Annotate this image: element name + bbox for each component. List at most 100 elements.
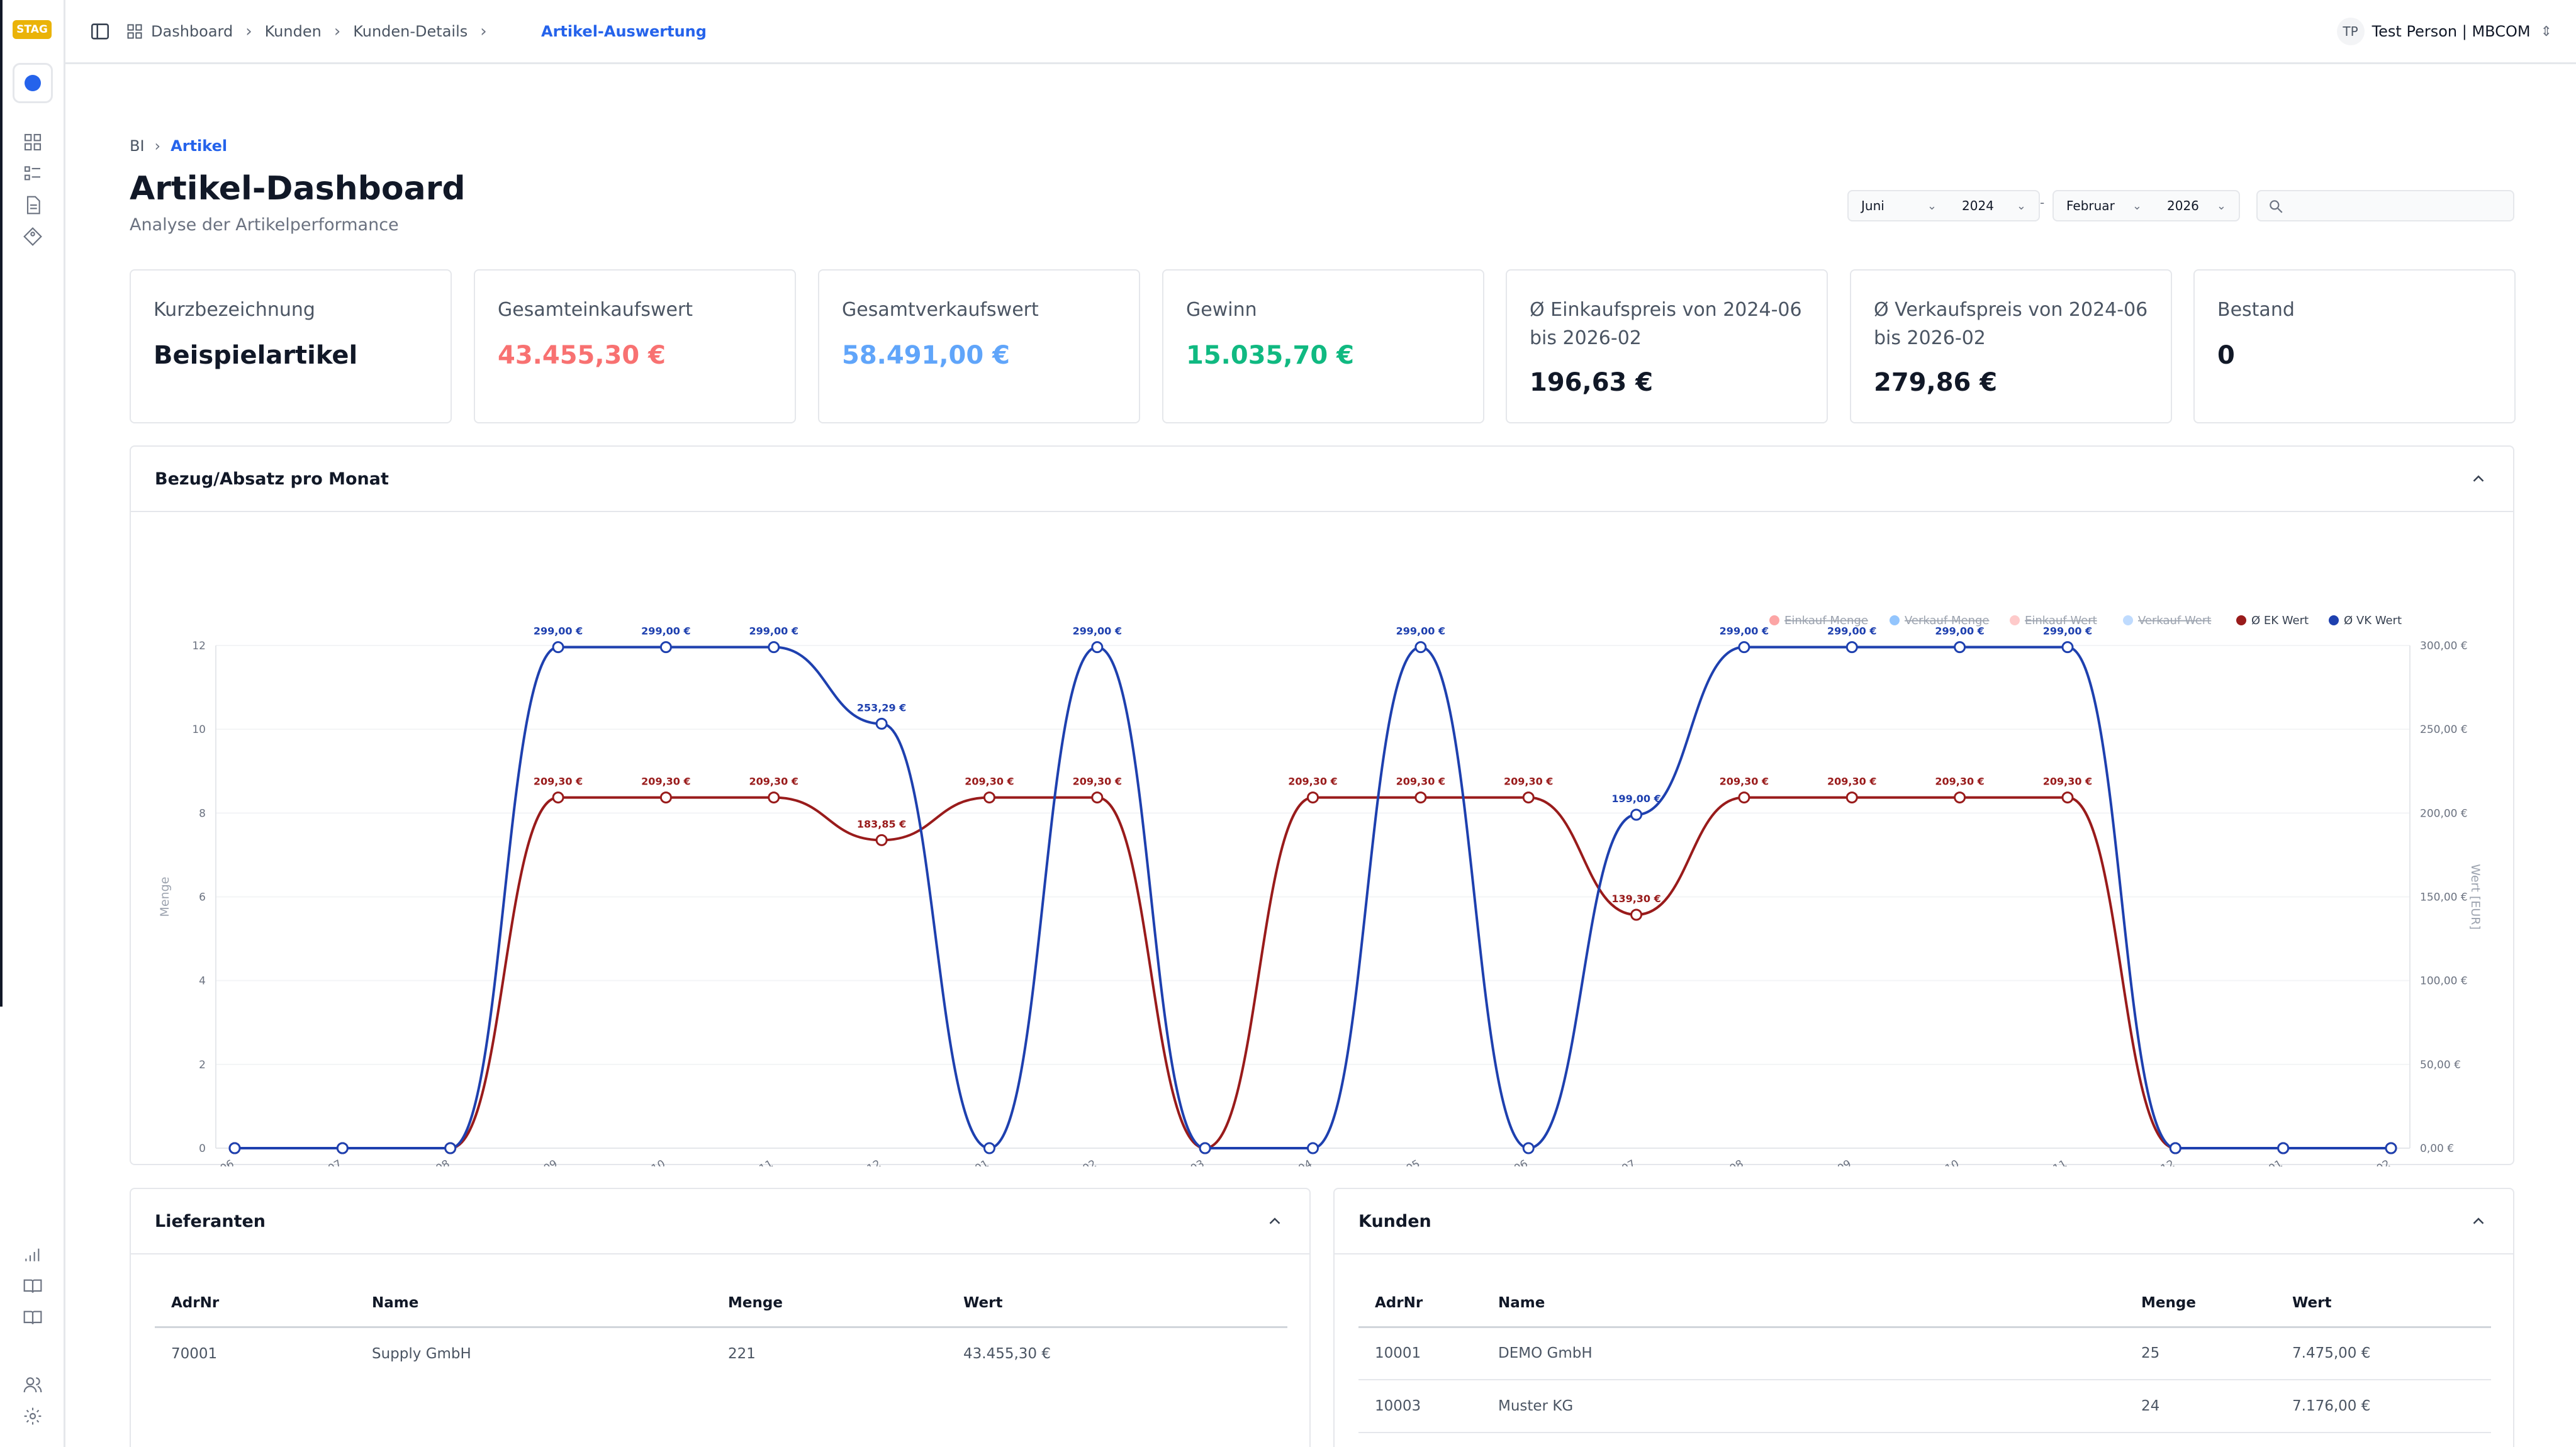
data-label: 209,30 € — [1073, 776, 1122, 788]
chevron-right-icon: › — [333, 22, 341, 41]
col-adrnr[interactable]: AdrNr — [155, 1280, 372, 1328]
grid-icon[interactable] — [23, 132, 43, 152]
kpi-value: 0 — [2217, 341, 2235, 370]
col-menge[interactable]: Menge — [2141, 1280, 2292, 1328]
table-row[interactable]: 10003 Muster KG 24 7.176,00 € — [1358, 1380, 2491, 1433]
cell-wert: 43.455,30 € — [963, 1345, 1051, 1362]
data-point — [2277, 1142, 2290, 1154]
col-name[interactable]: Name — [372, 1280, 728, 1328]
data-point — [875, 834, 888, 846]
legend-swatch — [1890, 615, 1900, 625]
x-tick-label: 2026-02 — [2348, 1158, 2393, 1166]
dashboard-icon — [127, 24, 142, 39]
breadcrumb-dashboard[interactable]: Dashboard — [151, 23, 233, 40]
y-tick-label: 6 — [199, 891, 206, 904]
cell-adrnr: 10001 — [1358, 1327, 1498, 1380]
y2-tick-label: 150,00 € — [2420, 891, 2468, 904]
y2-tick-label: 300,00 € — [2420, 640, 2468, 652]
data-label: 183,85 € — [857, 818, 906, 830]
col-wert[interactable]: Wert — [963, 1280, 1287, 1328]
crumb-artikel: Artikel — [171, 137, 228, 155]
col-adrnr[interactable]: AdrNr — [1358, 1280, 1498, 1328]
document-icon[interactable] — [23, 195, 43, 215]
home-button[interactable] — [13, 63, 53, 103]
data-point — [983, 1142, 995, 1154]
from-year-select[interactable]: 2024 ⌄ — [1949, 191, 2039, 220]
kpi-value: 279,86 € — [1874, 368, 1998, 397]
col-wert[interactable]: Wert — [2292, 1280, 2491, 1328]
chevron-up-icon[interactable] — [1265, 1212, 1284, 1231]
x-tick-label: 2024-12 — [838, 1158, 883, 1166]
book-open-icon[interactable] — [23, 1307, 43, 1327]
data-point — [1091, 641, 1104, 654]
table-row[interactable]: 10001 DEMO GmbH 25 7.475,00 € — [1358, 1327, 2491, 1380]
data-point — [2061, 791, 2074, 804]
chevron-up-icon[interactable] — [2469, 1212, 2488, 1231]
chevron-right-icon: › — [245, 22, 252, 41]
data-point — [659, 791, 672, 804]
x-tick-label: 2025-10 — [1917, 1158, 1962, 1166]
data-point — [2061, 641, 2074, 654]
settings-icon[interactable] — [23, 1406, 43, 1426]
cell-name: Muster KG — [1498, 1380, 2141, 1433]
data-point — [552, 641, 564, 654]
search-input[interactable] — [2292, 195, 2506, 218]
y-tick-label: 10 — [192, 724, 206, 736]
kpi-label: Kurzbezeichnung — [154, 299, 315, 321]
list-check-icon[interactable] — [23, 164, 43, 184]
users-icon[interactable] — [23, 1375, 43, 1395]
data-point — [1091, 791, 1104, 804]
crumb-bi[interactable]: BI — [130, 137, 145, 155]
table-row[interactable]: 70001 Supply GmbH 221 43.455,30 € — [155, 1327, 1287, 1380]
data-label: 209,30 € — [1504, 776, 1553, 788]
breadcrumb-kunden-details[interactable]: Kunden-Details — [353, 23, 468, 40]
data-point — [1630, 808, 1643, 821]
y-tick-label: 12 — [192, 640, 206, 652]
cell-wert: 7.475,00 € — [2292, 1327, 2491, 1380]
sidebar-toggle-icon[interactable] — [89, 21, 111, 42]
chevron-right-icon: › — [154, 137, 161, 155]
from-month-select[interactable]: Juni ⌄ — [1849, 191, 1949, 220]
user-menu[interactable]: TP Test Person | MBCOM ⇕ — [2336, 16, 2552, 47]
x-tick-label: 2024-10 — [622, 1158, 668, 1166]
data-point — [659, 641, 672, 654]
tag-icon[interactable] — [23, 226, 43, 247]
data-label: 209,30 € — [2043, 776, 2092, 788]
x-tick-label: 2025-07 — [1593, 1158, 1638, 1166]
cell-adrnr: 10003 — [1358, 1380, 1498, 1433]
col-menge[interactable]: Menge — [728, 1280, 963, 1328]
kpi-label: Bestand — [2217, 299, 2295, 321]
data-point — [1954, 641, 1966, 654]
y2-tick-label: 200,00 € — [2420, 807, 2468, 820]
from-month-value: Juni — [1861, 198, 1884, 213]
range-separator: - — [2040, 195, 2045, 210]
data-point — [1954, 791, 1966, 804]
data-point — [875, 717, 888, 730]
kpi-label: Gesamteinkaufswert — [498, 299, 693, 321]
kpi-value: Beispielartikel — [154, 341, 358, 370]
col-name[interactable]: Name — [1498, 1280, 2141, 1328]
y-tick-label: 2 — [199, 1059, 206, 1071]
legend-item: Ø EK Wert — [2251, 614, 2309, 627]
search-box — [2256, 190, 2514, 221]
x-tick-label: 2025-06 — [1485, 1158, 1530, 1166]
signal-icon[interactable] — [23, 1244, 43, 1265]
y2-tick-label: 50,00 € — [2420, 1059, 2461, 1071]
x-tick-label: 2025-03 — [1162, 1158, 1207, 1166]
x-tick-label: 2024-07 — [299, 1158, 344, 1166]
suppliers-table: AdrNr Name Menge Wert 70001 Supply GmbH … — [155, 1280, 1287, 1380]
to-year-select[interactable]: 2026 ⌄ — [2154, 191, 2239, 220]
legend-item: Verkauf Wert — [2138, 614, 2211, 627]
book-icon[interactable] — [23, 1276, 43, 1296]
breadcrumb-kunden[interactable]: Kunden — [264, 23, 322, 40]
y-tick-label: 0 — [199, 1143, 206, 1155]
kpi-label: Ø Verkaufspreis von 2024-06 bis 2026-02 — [1874, 299, 2148, 349]
data-point — [1199, 1142, 1211, 1154]
data-label: 139,30 € — [1611, 893, 1660, 905]
data-point — [1738, 641, 1750, 654]
legend-swatch — [1769, 615, 1779, 625]
chevron-up-icon[interactable] — [2469, 469, 2488, 488]
chevron-down-icon: ⌄ — [2216, 199, 2226, 213]
x-tick-label: 2025-09 — [1808, 1158, 1854, 1166]
to-month-select[interactable]: Februar ⌄ — [2054, 191, 2154, 220]
